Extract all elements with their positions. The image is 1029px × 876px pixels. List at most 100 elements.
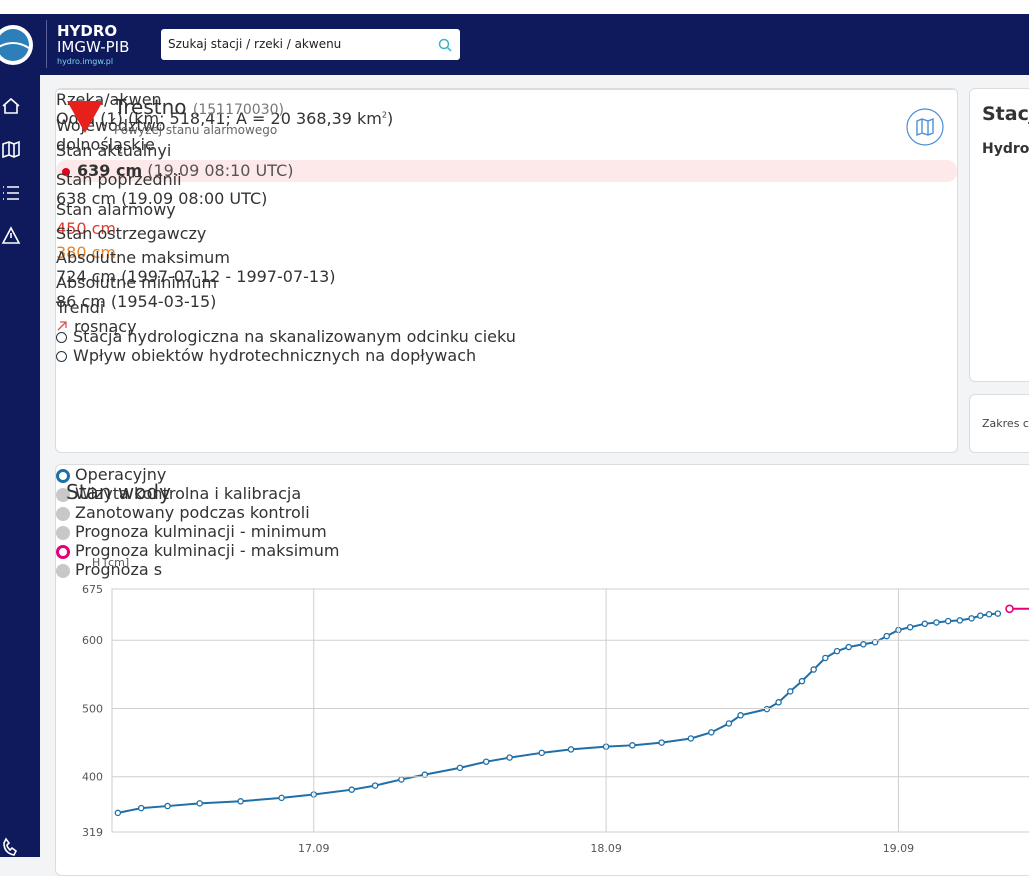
sidebar-icons — [1, 97, 21, 856]
data-point — [871, 638, 879, 646]
legend-marker — [56, 487, 70, 502]
row-label-text: Stan ostrzegawczy — [56, 224, 207, 243]
table-row: Absolutne minimum 86 cm (1954-03-15) — [56, 273, 957, 311]
info-icon[interactable]: i — [166, 141, 172, 160]
legend-label: Zanotowany podczas kontroli — [75, 503, 310, 522]
data-point — [114, 809, 122, 817]
table-row: Stan aktualnyi 639 cm (19.09 08:10 UTC) — [56, 141, 957, 182]
map-icon[interactable] — [2, 140, 20, 159]
search-placeholder: Szukaj stacji / rzeki / akwenu — [168, 37, 342, 51]
legend: Operacyjny Wizyta kontrolna i kalibracja Z… — [56, 465, 1029, 579]
data-point — [567, 746, 575, 753]
data-point — [137, 804, 145, 812]
notice-text: Wpływ obiektów hydrotechnicznych na dopł… — [73, 346, 477, 365]
data-point — [787, 688, 794, 695]
legend-item[interactable]: Prognoza kulminacji - minimum — [56, 522, 1029, 541]
row-label-text: Stan aktualny — [56, 141, 167, 160]
row-label: Stan alarmowy — [56, 200, 957, 219]
info-icon[interactable]: i — [99, 298, 105, 317]
value-text: 638 cm (19.09 08:00 UTC) — [56, 189, 268, 208]
legend-item[interactable]: Prognoza s — [56, 560, 1029, 579]
legend-label: Prognoza kulminacji - maksimum — [75, 541, 340, 560]
value-text: 86 cm (1954-03-15) — [56, 292, 217, 311]
map-button[interactable] — [905, 107, 945, 147]
value-text: 380 cm — [56, 243, 117, 262]
data-point — [421, 771, 429, 778]
chart: H [cm] 319 400 500 600 675 17.09 18.09 19.09 — [82, 556, 1029, 855]
y-tick-label: 600 — [82, 634, 103, 647]
data-point — [968, 615, 975, 622]
side-subtitle: Hydrolo — [982, 141, 1029, 157]
data-point — [482, 758, 490, 765]
chart-card: Stan wody Operacyjny Wizyta kontrolna i k… — [55, 464, 1029, 876]
legend-marker — [56, 563, 70, 578]
legend-item[interactable]: Wizyta kontrolna i kalibracja — [56, 484, 1029, 503]
home-icon[interactable] — [2, 97, 20, 114]
legend-label: Wizyta kontrolna i kalibracja — [75, 484, 302, 503]
data-point — [737, 712, 744, 719]
data-point — [506, 754, 513, 761]
data-point — [687, 735, 695, 742]
notice-text: Stacja hydrologiczna na skanalizowanym o… — [73, 327, 516, 346]
row-value: 450 cm — [56, 219, 957, 238]
x-tick-label: 17.09 — [298, 842, 330, 855]
row-value: Odra (1) (km: 518,41; A = 20 368,39 km2) — [56, 109, 957, 128]
legend-item[interactable]: Zanotowany podczas kontroli — [56, 503, 1029, 522]
data-point — [278, 794, 285, 802]
search-icon[interactable] — [438, 38, 452, 52]
legend-item[interactable]: Operacyjny — [56, 465, 1029, 484]
data-point — [196, 800, 203, 807]
range-label: Zakres cz — [982, 417, 1029, 430]
table-row: Stan poprzednii 638 cm (19.09 08:00 UTC) — [56, 170, 957, 208]
data-point — [833, 647, 841, 655]
value-text: 724 cm (1997-07-12 - 1997-07-13) — [56, 267, 336, 286]
table-row: Stan alarmowy 450 cm — [56, 200, 957, 238]
trend-arrow — [57, 321, 67, 331]
data-point — [658, 739, 665, 746]
status-dot — [62, 168, 70, 176]
notice[interactable]: Wpływ obiektów hydrotechnicznych na dopł… — [56, 346, 957, 365]
current-level: 639 cm — [77, 161, 143, 180]
row-label-text: Stan poprzedni — [56, 170, 178, 189]
y-tick-label: 319 — [82, 826, 103, 839]
info-icon[interactable]: i — [177, 170, 182, 189]
row-label: Absolutne maksimum — [56, 248, 957, 267]
phone-icon[interactable] — [3, 837, 18, 856]
x-tick-label: 19.09 — [883, 842, 915, 855]
row-value: 639 cm (19.09 08:10 UTC) — [56, 160, 957, 182]
station-table: Rzeka/akwen Odra (1) (km: 518,41; A = 20 … — [56, 89, 957, 336]
value-after: ) — [386, 109, 394, 128]
logo — [0, 25, 33, 65]
row-value: 380 cm — [56, 243, 957, 262]
x-tick-label: 18.09 — [590, 842, 622, 855]
legend-marker — [56, 506, 70, 521]
y-tick-label: 400 — [82, 771, 103, 784]
station-status: Powyżej stanu alarmowego — [114, 123, 278, 137]
station-card: Trestno (151170030) Powyżej stanu alarmo… — [55, 88, 958, 453]
legend-item[interactable]: Prognoza kulminacji - maksimum — [56, 541, 1029, 560]
row-label: Stan aktualnyi — [56, 141, 957, 160]
alert-icon[interactable] — [1, 226, 21, 244]
notice[interactable]: Stacja hydrologiczna na skanalizowanym o… — [56, 327, 957, 346]
data-point — [1005, 604, 1014, 614]
header: HYDRO IMGW-PIB hydro.imgw.pl — [0, 14, 1029, 75]
data-point — [933, 619, 940, 626]
range-card: Zakres cz — [969, 394, 1029, 453]
legend-marker — [56, 468, 70, 483]
data-point — [629, 742, 636, 749]
search-box[interactable]: Szukaj stacji / rzeki / akwenu — [161, 29, 460, 60]
sidebar — [0, 75, 40, 857]
legend-label: Prognoza s — [75, 560, 163, 579]
list-icon[interactable] — [3, 186, 19, 200]
row-value: 724 cm (1997-07-12 - 1997-07-13) — [56, 267, 957, 286]
side-title: Stacj — [982, 103, 1029, 125]
row-label-text: Absolutne maksimum — [56, 248, 230, 267]
data-point — [371, 782, 379, 789]
value-text: 450 cm — [56, 219, 117, 238]
row-label-text: Stan alarmowy — [56, 200, 176, 219]
data-point — [348, 786, 355, 793]
plot-border — [111, 588, 1029, 833]
brand: HYDRO — [57, 22, 118, 40]
org: IMGW-PIB — [57, 38, 130, 56]
url[interactable]: hydro.imgw.pl — [57, 57, 114, 66]
